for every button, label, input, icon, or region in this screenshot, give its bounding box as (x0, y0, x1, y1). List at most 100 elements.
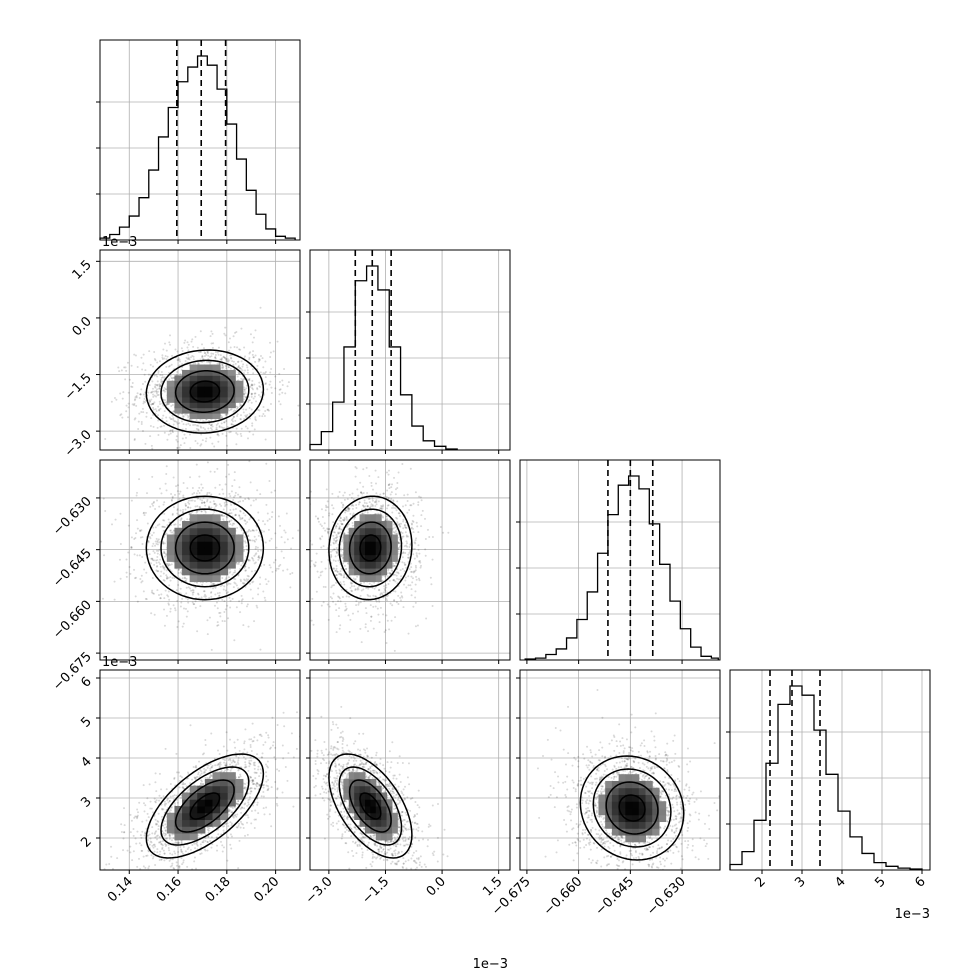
scatter-point (199, 425, 202, 428)
scatter-point (216, 428, 219, 431)
scatter-point (143, 401, 146, 404)
scatter-point (229, 354, 232, 357)
joint-panel-0-1 (100, 306, 300, 450)
scatter-point (380, 507, 383, 510)
scatter-point (341, 538, 344, 541)
scatter-point (138, 397, 141, 400)
density-cell (212, 386, 221, 393)
scatter-point (181, 363, 184, 366)
scatter-point (134, 398, 137, 401)
scatter-point (243, 393, 246, 396)
scatter-point (194, 505, 197, 508)
scatter-point (237, 587, 240, 590)
scatter-point (152, 550, 155, 553)
scatter-point (338, 596, 341, 599)
scatter-point (119, 392, 122, 395)
scatter-point (162, 414, 165, 417)
scatter-point (385, 584, 388, 587)
scatter-point (412, 502, 415, 505)
scatter-point (151, 577, 154, 580)
scatter-point (341, 596, 344, 599)
contour-line (189, 380, 221, 403)
scatter-point (344, 605, 347, 608)
scatter-point (214, 355, 217, 358)
scatter-point (370, 505, 373, 508)
density-cell (166, 547, 175, 556)
histogram-step-2 (524, 475, 719, 660)
scatter-point (233, 581, 236, 584)
scatter-point (408, 509, 411, 512)
scatter-point (165, 365, 168, 368)
scatter-point (187, 506, 190, 509)
scatter-point (326, 506, 329, 509)
density-cell (212, 396, 221, 403)
scatter-point (342, 518, 345, 521)
scatter-point (387, 594, 390, 597)
scatter-point (160, 376, 163, 379)
scatter-point (215, 428, 218, 431)
scatter-point (431, 558, 434, 561)
scatter-point (150, 557, 153, 560)
scatter-point (330, 586, 333, 589)
scatter-point (216, 624, 219, 627)
scatter-point (383, 575, 386, 578)
scatter-point (151, 475, 154, 478)
scatter-point (420, 499, 423, 502)
scatter-point (248, 358, 251, 361)
scatter-point (359, 594, 362, 597)
scatter-point (272, 561, 275, 564)
scatter-point (249, 333, 252, 336)
scatter-point (156, 380, 159, 383)
scatter-point (320, 508, 323, 511)
scatter-point (407, 535, 410, 538)
scatter-point (405, 535, 408, 538)
scatter-point (155, 373, 158, 376)
scatter-point (117, 366, 120, 369)
scatter-point (379, 512, 382, 515)
scatter-point (140, 529, 143, 532)
scatter-point (338, 573, 341, 576)
scatter-point (332, 541, 335, 544)
scatter-point (248, 430, 251, 433)
scatter-point (134, 354, 137, 357)
scatter-point (137, 427, 140, 430)
scatter-point (247, 535, 250, 538)
scatter-point (177, 568, 180, 571)
scatter-point (278, 388, 281, 391)
scatter-point (134, 577, 137, 580)
scatter-point (160, 492, 163, 495)
scatter-point (357, 603, 360, 606)
density-cell (197, 561, 206, 569)
scatter-point (234, 571, 237, 574)
scatter-point (324, 509, 327, 512)
scatter-point (335, 550, 338, 553)
scatter-point (202, 347, 205, 350)
scatter-point (145, 571, 148, 574)
histogram-step-1 (309, 265, 458, 450)
scatter-point (220, 426, 223, 429)
scatter-point (119, 414, 122, 417)
scatter-point (221, 364, 224, 367)
scatter-point (156, 375, 159, 378)
scatter-point (156, 499, 159, 502)
scatter-point (414, 569, 417, 572)
scatter-point (133, 399, 136, 402)
scatter-point (142, 393, 145, 396)
scatter-point (166, 577, 169, 580)
scatter-point (280, 418, 283, 421)
scatter-point (224, 503, 227, 506)
scatter-point (291, 537, 294, 540)
scatter-point (387, 497, 390, 500)
scatter-point (332, 542, 335, 545)
scatter-point (184, 504, 187, 507)
scatter-point (355, 503, 358, 506)
scatter-point (247, 399, 250, 402)
scatter-point (206, 352, 209, 355)
density-cell (189, 364, 198, 371)
scatter-point (201, 439, 204, 442)
scatter-point (270, 537, 273, 540)
scatter-point (219, 354, 222, 357)
scatter-point (156, 426, 159, 429)
scatter-point (184, 427, 187, 430)
scatter-point (227, 409, 230, 412)
